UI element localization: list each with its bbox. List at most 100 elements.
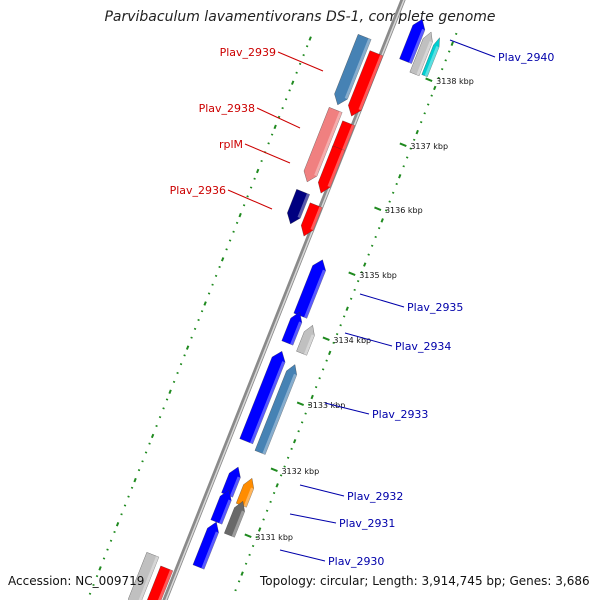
- dotted-guides: [88, 32, 458, 595]
- guide-dot-right: [279, 474, 283, 477]
- guide-dot-right: [290, 447, 293, 451]
- guide-dot-left: [305, 45, 309, 48]
- guide-dot-left: [148, 442, 151, 445]
- gene-arrow-shade: [341, 124, 355, 153]
- guide-dot-right: [398, 174, 402, 179]
- gene-arrow: [399, 18, 426, 64]
- guide-dot-left: [284, 98, 288, 101]
- guide-dot-right: [325, 359, 328, 362]
- guide-dot-right: [454, 32, 458, 35]
- guide-dot-left: [281, 106, 284, 110]
- guide-dot-left: [190, 336, 193, 339]
- leader-line: [279, 549, 326, 562]
- guide-dot-right: [345, 306, 349, 311]
- gene-arrow-shade: [408, 28, 425, 64]
- leader-line: [256, 107, 301, 129]
- gene-arrow-shade: [314, 111, 343, 177]
- guide-dot-right: [415, 129, 419, 135]
- guide-dot-left: [183, 354, 186, 357]
- guide-dot-right: [251, 544, 255, 548]
- gene-label: Plav_2933: [372, 408, 428, 421]
- guide-dot-right: [314, 385, 318, 389]
- guide-dot-right: [360, 271, 363, 274]
- guide-dot-right: [300, 421, 304, 424]
- guide-dot-right: [335, 332, 339, 336]
- guide-dot-left: [102, 557, 106, 560]
- guide-dot-right: [272, 491, 276, 495]
- guide-dot-right: [262, 518, 265, 521]
- guide-dot-left: [179, 363, 183, 366]
- guide-dot-right: [293, 438, 297, 444]
- guide-dot-right: [388, 200, 391, 203]
- guide-dot-left: [95, 575, 99, 578]
- guide-dot-right: [307, 403, 311, 406]
- guide-dot-right: [304, 412, 307, 415]
- gene-arrow-shade: [304, 269, 326, 319]
- guide-dot-left: [232, 230, 235, 233]
- guide-dot-right: [332, 341, 335, 345]
- gene-arrow: [303, 107, 343, 183]
- leader-line: [299, 484, 345, 497]
- gene-arrow: [224, 501, 245, 538]
- gene-arrow-shade: [262, 373, 297, 455]
- gene-label: Plav_2934: [395, 340, 451, 353]
- guide-dot-right: [275, 483, 279, 488]
- gene-arrow: [301, 202, 323, 237]
- gene-arrow: [128, 552, 160, 600]
- gene-label: Plav_2935: [407, 301, 463, 314]
- guide-dot-right: [310, 394, 314, 400]
- guide-dot-left: [228, 239, 232, 242]
- guide-dot-left: [270, 133, 274, 136]
- kbp-tick: [399, 142, 407, 147]
- guide-dot-left: [211, 283, 214, 286]
- guide-dot-left: [127, 495, 130, 498]
- guide-dot-right: [405, 156, 409, 159]
- gene-arrow: [254, 364, 297, 455]
- guide-dot-left: [242, 204, 246, 207]
- guide-dot-left: [207, 292, 211, 295]
- guide-dot-left: [249, 186, 253, 189]
- guide-dot-left: [302, 53, 305, 57]
- gene-arrow: [318, 145, 346, 194]
- guide-dot-right: [409, 147, 412, 150]
- gene-arrow-shade: [297, 193, 310, 219]
- kbp-tick-label: 3137 kbp: [410, 142, 448, 151]
- guide-dot-left: [235, 221, 239, 224]
- gene-arrow-shade: [344, 38, 372, 100]
- accession-text: Accession: NC_009719: [8, 574, 145, 588]
- guide-dot-right: [430, 94, 433, 97]
- guide-dot-left: [106, 548, 109, 551]
- gene-labels: Plav_2940 Plav_2939 Plav_2938 rplM Plav_2936…: [170, 39, 554, 568]
- guide-dot-right: [328, 350, 332, 356]
- leader-line: [324, 402, 370, 415]
- guide-dot-left: [150, 433, 155, 439]
- gene-arrow: [348, 50, 384, 117]
- gene-label: Plav_2931: [339, 517, 395, 530]
- gene-label: Plav_2939: [220, 46, 276, 59]
- tick-track: 3138 kbp 3137 kbp 3136 kbp 3135 kbp 3134 kbp…: [244, 77, 474, 542]
- gene-arrow-shade: [138, 555, 159, 600]
- gene-arrow-shade: [290, 321, 302, 346]
- leader-line: [289, 513, 337, 524]
- guide-dot-left: [218, 265, 221, 269]
- guide-dot-right: [447, 50, 451, 53]
- gene-arrow-shade: [327, 149, 345, 188]
- guide-dot-left: [185, 345, 190, 350]
- gene-arrow: [192, 521, 219, 570]
- guide-dot-right: [257, 527, 262, 532]
- guide-dot-right: [244, 562, 248, 565]
- leader-line: [227, 189, 273, 210]
- guide-dot-right: [265, 509, 269, 512]
- guide-dot-left: [155, 424, 158, 428]
- guide-dot-left: [162, 407, 165, 410]
- guide-dot-right: [269, 500, 272, 503]
- kbp-tick-label: 3134 kbp: [333, 336, 371, 345]
- guide-dot-left: [168, 389, 172, 395]
- gene-arrow-shade: [310, 206, 323, 231]
- guide-dot-left: [253, 177, 256, 180]
- kbp-tick: [425, 77, 433, 82]
- genome-summary: Topology: circular; Length: 3,914,745 bp…: [260, 574, 590, 588]
- guide-dot-left: [137, 469, 141, 472]
- guide-dot-right: [437, 76, 440, 80]
- gene-arrow: [221, 466, 241, 498]
